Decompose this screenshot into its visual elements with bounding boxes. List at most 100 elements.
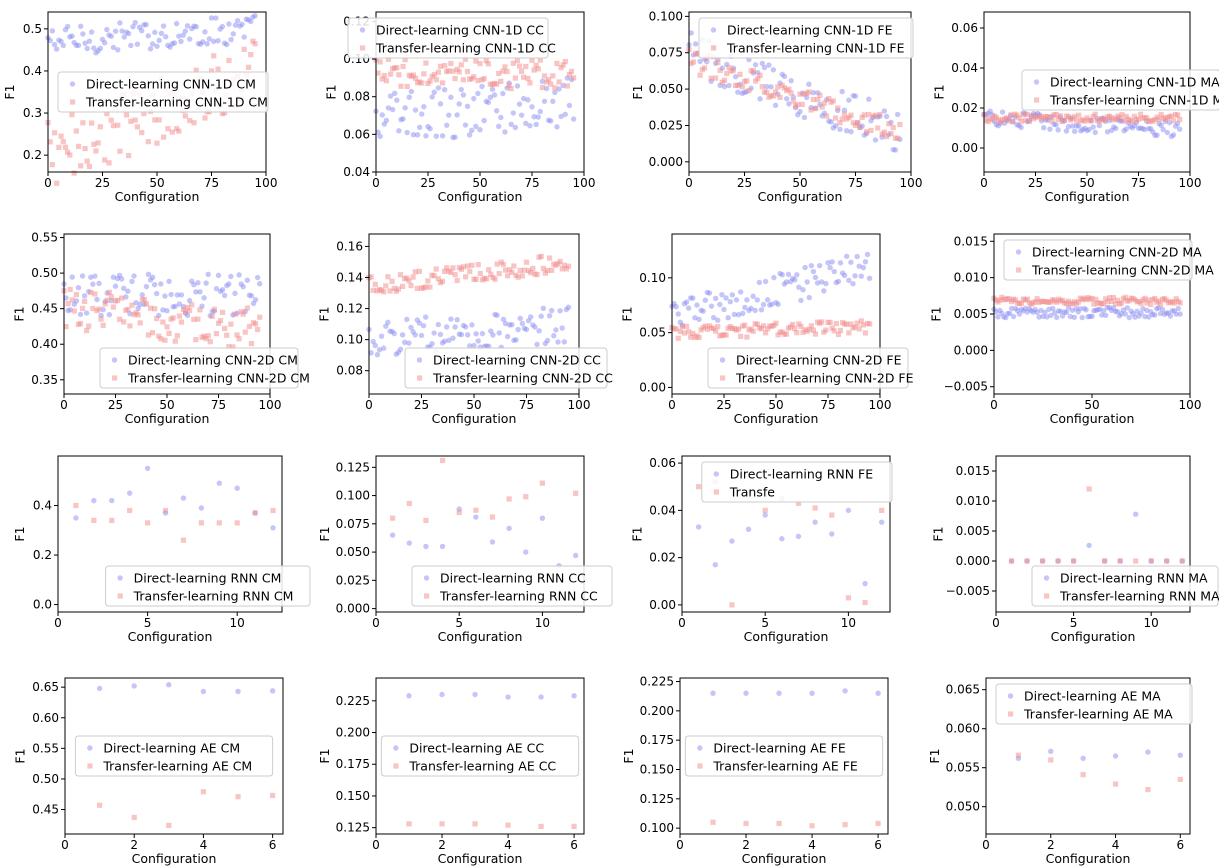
data-point	[737, 289, 744, 295]
data-point	[754, 321, 760, 327]
data-point	[752, 307, 758, 314]
data-point	[894, 111, 901, 118]
data-point	[508, 86, 514, 92]
data-point	[202, 115, 208, 121]
data-point	[1170, 132, 1177, 138]
data-point	[479, 83, 485, 90]
data-point	[479, 330, 486, 337]
data-point	[485, 61, 491, 67]
data-point	[145, 520, 151, 526]
data-point	[715, 324, 721, 330]
x-tick-label: 6	[570, 838, 578, 852]
data-point	[786, 101, 792, 107]
data-point	[94, 296, 100, 303]
data-point	[841, 111, 847, 117]
data-point	[195, 316, 201, 322]
data-point	[1144, 300, 1150, 306]
data-point	[1174, 120, 1181, 127]
subplot-5: 0 25 50 75 100 0.35 0.40 0.45 0.50 0.55 Configurat…	[12, 231, 310, 426]
data-point	[496, 271, 502, 277]
data-point	[56, 144, 62, 150]
data-point	[552, 89, 558, 96]
data-point	[378, 333, 385, 339]
data-point	[1024, 296, 1030, 302]
data-point	[374, 352, 381, 358]
data-point	[541, 73, 548, 79]
data-point	[1117, 115, 1123, 121]
data-point	[166, 330, 172, 337]
data-point	[548, 81, 554, 87]
data-point	[391, 330, 397, 337]
data-point	[435, 321, 441, 328]
data-point	[732, 73, 739, 80]
data-point	[542, 270, 548, 276]
data-point	[835, 278, 842, 285]
data-point	[729, 292, 736, 298]
data-point	[456, 69, 462, 75]
data-point	[441, 87, 448, 93]
data-point	[535, 114, 541, 120]
data-point	[217, 317, 224, 324]
data-point	[412, 75, 419, 81]
data-point	[1047, 114, 1053, 120]
data-point	[701, 65, 708, 71]
x-axis-label: Configuration	[438, 629, 523, 644]
data-point	[458, 331, 465, 338]
data-point	[125, 288, 131, 294]
x-tick-label: 10	[841, 616, 856, 630]
legend-label: Direct-learning CNN-1D FE	[727, 23, 893, 38]
legend-marker-transfer	[1008, 711, 1014, 717]
x-tick-label: 5	[1070, 616, 1078, 630]
series-transfer	[1008, 486, 1185, 564]
y-tick-label: 0.055	[946, 761, 980, 775]
data-point	[1119, 112, 1125, 118]
data-point	[842, 688, 848, 694]
data-point	[690, 295, 696, 301]
data-point	[1020, 111, 1026, 118]
data-point	[1034, 296, 1040, 302]
data-point	[385, 319, 391, 326]
data-point	[65, 301, 71, 307]
data-point	[487, 94, 494, 100]
x-tick-label: 50	[768, 398, 783, 412]
y-axis-label: F1	[630, 526, 645, 541]
data-point	[829, 512, 835, 518]
data-point	[132, 117, 138, 123]
data-point	[848, 112, 854, 118]
data-point	[808, 262, 815, 269]
y-tick-label: 0.025	[649, 118, 683, 132]
data-point	[781, 85, 788, 91]
legend-label: Transfer-learning RNN CC	[439, 589, 598, 604]
data-point	[1063, 128, 1070, 134]
data-point	[427, 125, 433, 132]
axes-frame	[375, 677, 585, 835]
data-point	[507, 267, 513, 273]
axes-frame	[985, 677, 1191, 835]
x-tick-label: 0	[372, 176, 380, 190]
data-point	[226, 281, 232, 287]
legend: Direct-learning RNN CM Transfer-learning …	[105, 565, 311, 607]
data-point	[745, 526, 752, 532]
data-point	[400, 116, 406, 122]
data-point	[523, 494, 529, 500]
y-tick-label: 0.45	[31, 302, 58, 316]
data-point	[431, 273, 437, 279]
data-point	[806, 326, 812, 332]
y-tick-label: 0.025	[336, 573, 370, 587]
data-point	[509, 321, 515, 328]
data-point	[1016, 115, 1022, 121]
y-tick-label: 0.02	[649, 551, 676, 565]
data-point	[406, 340, 412, 346]
data-point	[73, 291, 79, 298]
data-point	[1107, 295, 1113, 301]
legend-marker-direct	[69, 81, 76, 87]
data-point	[537, 57, 543, 63]
data-point	[152, 117, 158, 123]
data-point	[213, 15, 219, 21]
data-point	[466, 132, 473, 138]
data-point	[823, 280, 829, 287]
legend-label: Direct-learning CNN-1D MA	[1050, 75, 1219, 90]
data-point	[742, 304, 748, 311]
data-point	[448, 316, 454, 322]
